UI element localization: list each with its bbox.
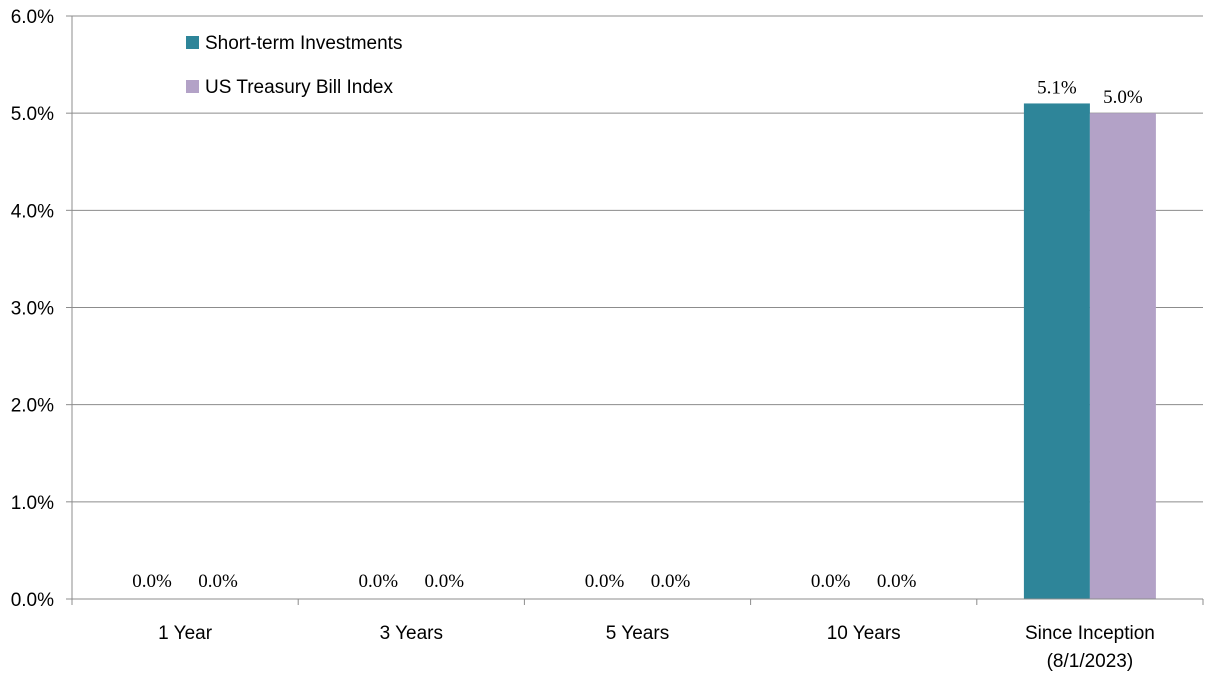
data-label: 0.0% [132, 571, 172, 592]
x-tick-label: 3 Years [380, 623, 443, 644]
grid-lines [66, 15, 1203, 600]
data-label: 5.1% [1037, 77, 1077, 98]
x-tick-label: Since Inception [1025, 623, 1155, 644]
data-label: 0.0% [811, 571, 851, 592]
bar [1023, 103, 1090, 599]
y-tick-label: 0.0% [11, 590, 54, 611]
y-tick-label: 2.0% [11, 396, 54, 417]
y-tick-label: 4.0% [11, 201, 54, 222]
data-label: 0.0% [585, 571, 625, 592]
x-tick-label: 1 Year [158, 623, 213, 644]
x-tick-label: 5 Years [606, 623, 669, 644]
x-tick-label: (8/1/2023) [1047, 651, 1134, 672]
bar [1089, 113, 1156, 600]
bars [1023, 103, 1156, 600]
x-tick-labels: 1 Year 3 Years 5 Years 10 Years Since Incept… [158, 623, 1155, 672]
data-label: 0.0% [198, 571, 238, 592]
legend-label-short-term-investments: Short-term Investments [205, 33, 402, 54]
y-tick-label: 6.0% [11, 7, 54, 28]
data-label: 0.0% [359, 571, 399, 592]
legend: Short-term Investments US Treasury Bill … [186, 33, 402, 98]
y-tick-label: 3.0% [11, 299, 54, 320]
y-tick-labels: 0.0% 1.0% 2.0% 3.0% 4.0% 5.0% 6.0% [11, 7, 54, 611]
data-label: 0.0% [877, 571, 917, 592]
legend-swatch-short-term-investments [186, 36, 199, 49]
data-labels: 0.0% 0.0% 0.0% 0.0% 0.0% 0.0% 0.0% 0.0% 5.1% 5.0% [132, 77, 1143, 592]
data-label: 0.0% [425, 571, 465, 592]
legend-label-us-treasury-bill-index: US Treasury Bill Index [205, 77, 393, 98]
y-tick-label: 5.0% [11, 104, 54, 125]
data-label: 5.0% [1103, 87, 1143, 108]
axes [71, 16, 1204, 605]
data-label: 0.0% [651, 571, 691, 592]
legend-swatch-us-treasury-bill-index [186, 80, 199, 93]
y-tick-label: 1.0% [11, 493, 54, 514]
x-tick-label: 10 Years [827, 623, 901, 644]
